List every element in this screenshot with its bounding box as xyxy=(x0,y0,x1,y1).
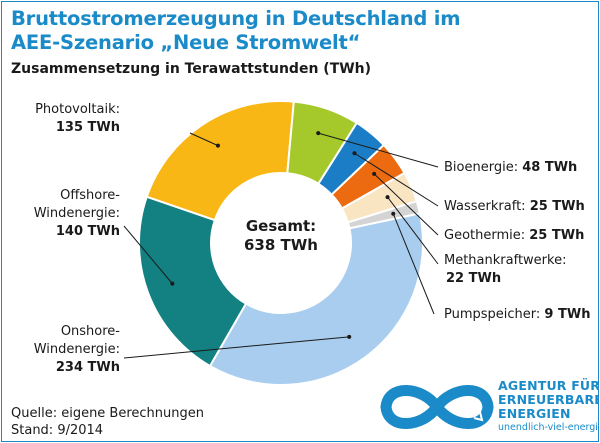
center-label-total-value: 638 TWh xyxy=(244,236,318,254)
slice-label-geothermie: Geothermie: 25 TWh xyxy=(444,228,584,243)
slice-photovoltaik xyxy=(145,100,295,222)
title-line-1: Bruttostromerzeugung in Deutschland im xyxy=(11,7,461,30)
slice-offshore-windenergie xyxy=(138,195,248,368)
center-label-total-heading: Gesamt: xyxy=(246,217,316,235)
leader-line-photovoltaik xyxy=(189,132,219,147)
source-note: Quelle: eigene Berechnungen xyxy=(11,406,205,421)
slice-label-onshore-windenergie: Onshore-Windenergie: 234 TWh xyxy=(34,324,121,375)
leader-dot-photovoltaik xyxy=(215,143,220,148)
slice-labels: Photovoltaik: 135 TWh Bioenergie: 48 TWh Wa… xyxy=(34,102,591,375)
leader-line-geothermie xyxy=(373,173,439,236)
slice-label-pumpspeicher: Pumpspeicher: 9 TWh xyxy=(444,307,590,322)
leader-dot-onshore-windenergie xyxy=(347,334,352,339)
leader-dot-offshore-windenergie xyxy=(170,281,175,286)
logo-text-line-3: ENERGIEN xyxy=(498,406,571,421)
slice-label-offshore-windenergie: Offshore-Windenergie: 140 TWh xyxy=(34,188,121,239)
logo-text-line-2: ERNEUERBARE xyxy=(498,392,599,407)
slice-onshore-windenergie xyxy=(208,212,424,386)
leader-line-bioenergie xyxy=(318,132,439,168)
title-line-2: AEE-Szenario „Neue Stromwelt“ xyxy=(11,31,361,54)
leader-line-wasserkraft xyxy=(354,152,439,207)
logo-text-line-1: AGENTUR FÜR xyxy=(498,378,599,393)
slice-label-photovoltaik: Photovoltaik: 135 TWh xyxy=(35,102,120,135)
slice-label-bioenergie: Bioenergie: 48 TWh xyxy=(444,160,577,175)
subtitle: Zusammensetzung in Terawattstunden (TWh) xyxy=(11,61,372,77)
leader-dot-bioenergie xyxy=(316,131,321,136)
leader-line-pumpspeicher xyxy=(392,213,435,315)
leader-lines xyxy=(123,131,439,359)
aee-logo: AGENTUR FÜR ERNEUERBARE ENERGIEN unendli… xyxy=(378,378,598,440)
leader-dot-wasserkraft xyxy=(352,151,357,156)
infinity-logo-icon xyxy=(380,385,494,429)
slice-label-methankraftwerke: Methankraftwerke: 22 TWh xyxy=(444,253,566,286)
leader-line-offshore-windenergie xyxy=(123,225,173,284)
leader-dot-methankraftwerke xyxy=(385,195,390,200)
leader-dot-geothermie xyxy=(372,171,377,176)
leader-dot-pumpspeicher xyxy=(391,211,396,216)
date-note: Stand: 9/2014 xyxy=(11,423,104,438)
leader-line-onshore-windenergie xyxy=(123,336,350,359)
slice-label-wasserkraft: Wasserkraft: 25 TWh xyxy=(444,199,585,214)
leader-line-methankraftwerke xyxy=(387,196,439,265)
logo-url: unendlich-viel-energie.de xyxy=(498,422,598,433)
